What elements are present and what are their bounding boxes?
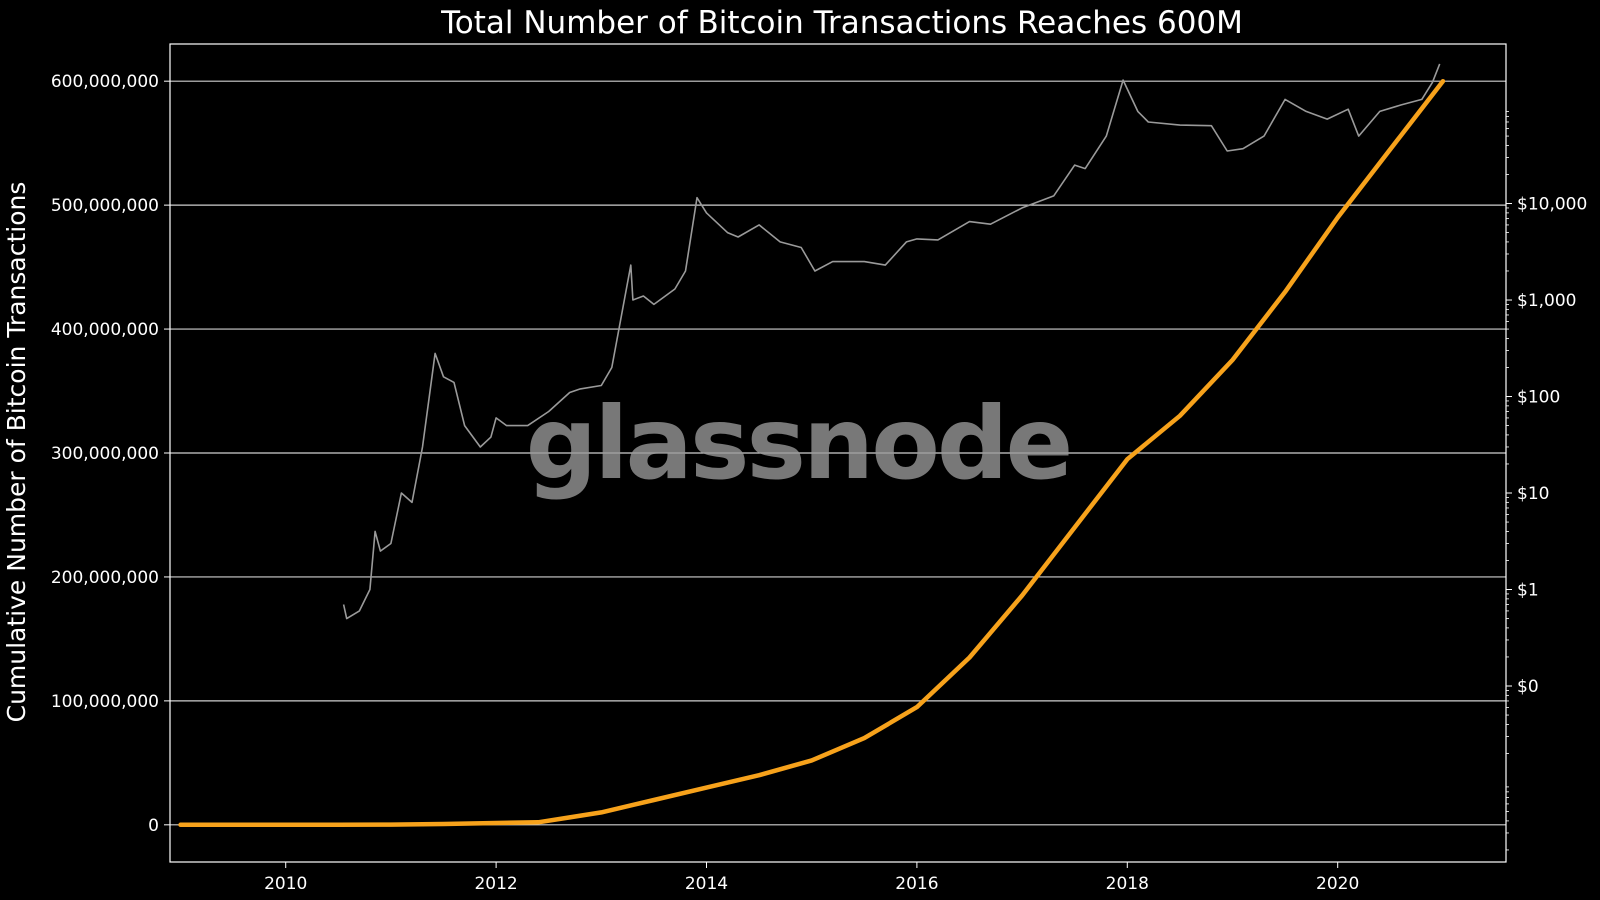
y-tick-label: 600,000,000 [51, 72, 159, 92]
y-tick-label: 100,000,000 [51, 692, 159, 712]
y2-tick-label: $1,000 [1517, 291, 1576, 311]
y2-tick-label: $10,000 [1517, 195, 1587, 215]
chart-title: Total Number of Bitcoin Transactions Rea… [440, 5, 1243, 41]
y2-tick-label: $100 [1517, 388, 1560, 408]
right-axis-ticks: $0 $1 $10 $100 $1,000 $10,000 [1506, 111, 1587, 851]
y-tick-label: 200,000,000 [51, 568, 159, 588]
x-tick-label: 2014 [685, 874, 728, 894]
y-tick-label: 0 [148, 816, 159, 836]
y-axis-label: Cumulative Number of Bitcoin Transaction… [2, 182, 31, 723]
y2-tick-label: $0 [1517, 677, 1539, 697]
x-tick-label: 2016 [895, 874, 938, 894]
watermark: glassnode [526, 385, 1071, 502]
y-tick-label: 500,000,000 [51, 196, 159, 216]
series-layer [178, 63, 1446, 828]
x-tick-label: 2010 [264, 874, 307, 894]
x-axis-ticks: 2010 2012 2014 2016 2018 2020 [264, 862, 1359, 894]
y2-tick-label: $10 [1517, 484, 1549, 504]
x-tick-label: 2012 [474, 874, 517, 894]
y-tick-label: 300,000,000 [51, 444, 159, 464]
y-tick-label: 400,000,000 [51, 320, 159, 340]
y2-tick-label: $1 [1517, 581, 1539, 601]
x-tick-label: 2020 [1316, 874, 1359, 894]
x-tick-label: 2018 [1106, 874, 1149, 894]
price-line [342, 63, 1441, 620]
left-axis-ticks: 0 100,000,000 200,000,000 300,000,000 400,00… [51, 72, 170, 836]
transactions-line [178, 78, 1446, 828]
